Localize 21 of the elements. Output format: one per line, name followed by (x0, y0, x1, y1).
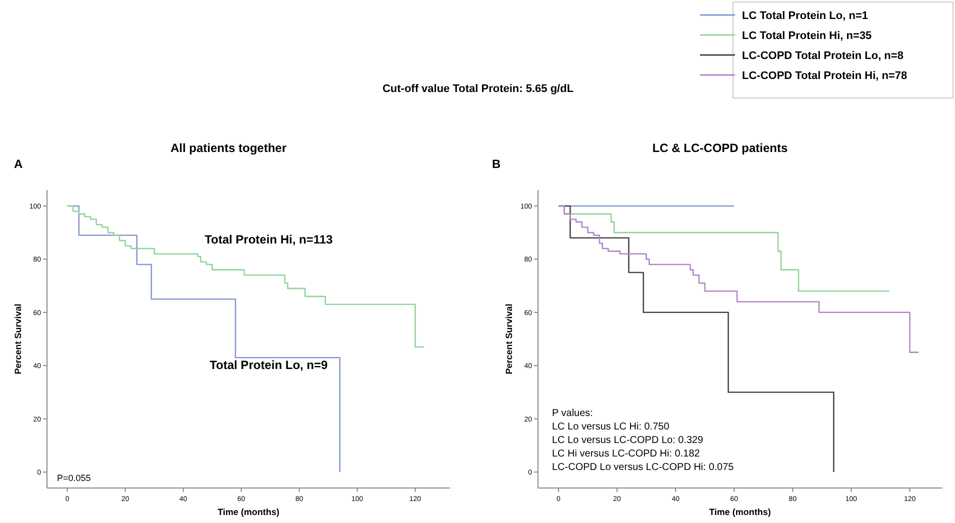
text: B (492, 157, 501, 171)
annotation: LC-COPD Lo versus LC-COPD Hi: 0.075 (552, 462, 734, 473)
legend-label: LC-COPD Total Protein Hi, n=78 (742, 70, 908, 82)
series-label: Total Protein Hi, n=113 (204, 232, 334, 247)
y-axis-title: Percent Survival (504, 304, 514, 374)
legend-label: LC Total Protein Lo, n=1 (742, 10, 868, 22)
text: A (14, 157, 23, 171)
x-axis-title: Time (months) (709, 507, 771, 517)
chart-title: LC & LC-COPD patients (652, 141, 788, 155)
y-axis-title: Percent Survival (13, 304, 23, 374)
legend-label: LC-COPD Total Protein Lo, n=8 (742, 50, 904, 62)
chart-title: All patients together (170, 141, 287, 155)
annotation: LC Lo versus LC-COPD Lo: 0.329 (552, 435, 704, 446)
annotation: P values: (552, 408, 593, 419)
annotation: LC Hi versus LC-COPD Hi: 0.182 (552, 448, 700, 460)
annotation: LC Lo versus LC Hi: 0.750 (552, 422, 670, 432)
annotation: P=0.055 (57, 473, 91, 483)
x-axis-title: Time (months) (218, 507, 280, 517)
text: Cut-off value Total Protein: 5.65 g/dL (382, 83, 574, 95)
legend-label: LC Total Protein Hi, n=35 (742, 30, 872, 42)
series-label: Total Protein Lo, n=9 (210, 358, 328, 372)
